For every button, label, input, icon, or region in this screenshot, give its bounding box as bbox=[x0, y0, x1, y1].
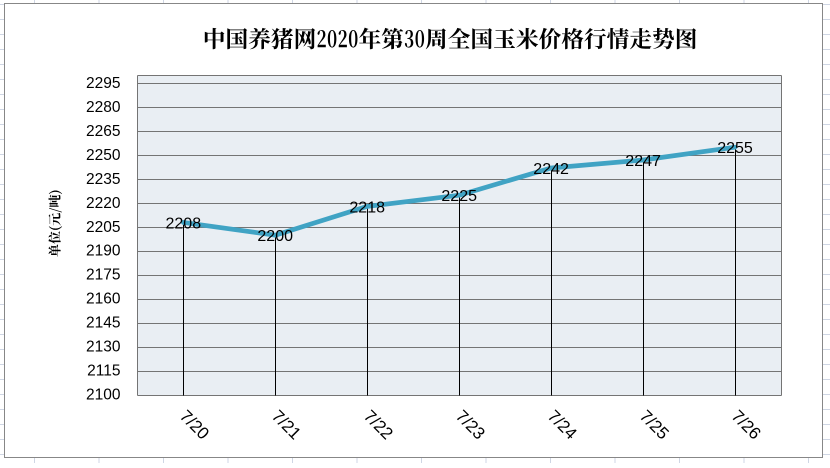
svg-text:2205: 2205 bbox=[86, 219, 120, 236]
svg-text:2250: 2250 bbox=[86, 147, 121, 164]
svg-text:2100: 2100 bbox=[86, 387, 121, 404]
svg-text:2295: 2295 bbox=[86, 75, 120, 92]
svg-text:2255: 2255 bbox=[717, 140, 753, 157]
svg-text:2280: 2280 bbox=[86, 99, 121, 116]
svg-text:2265: 2265 bbox=[86, 123, 120, 140]
svg-text:2200: 2200 bbox=[257, 228, 293, 245]
svg-text:2218: 2218 bbox=[349, 199, 385, 216]
svg-text:2235: 2235 bbox=[86, 171, 120, 188]
svg-text:2160: 2160 bbox=[86, 291, 121, 308]
svg-text:2175: 2175 bbox=[86, 267, 120, 284]
svg-text:2225: 2225 bbox=[441, 188, 477, 205]
svg-text:2220: 2220 bbox=[86, 195, 121, 212]
svg-text:2145: 2145 bbox=[86, 315, 120, 332]
svg-text:2242: 2242 bbox=[533, 161, 569, 178]
svg-text:2247: 2247 bbox=[625, 153, 661, 170]
svg-text:2130: 2130 bbox=[86, 339, 121, 356]
svg-text:2190: 2190 bbox=[86, 243, 121, 260]
svg-text:2115: 2115 bbox=[87, 363, 120, 380]
svg-text:2208: 2208 bbox=[166, 215, 202, 232]
